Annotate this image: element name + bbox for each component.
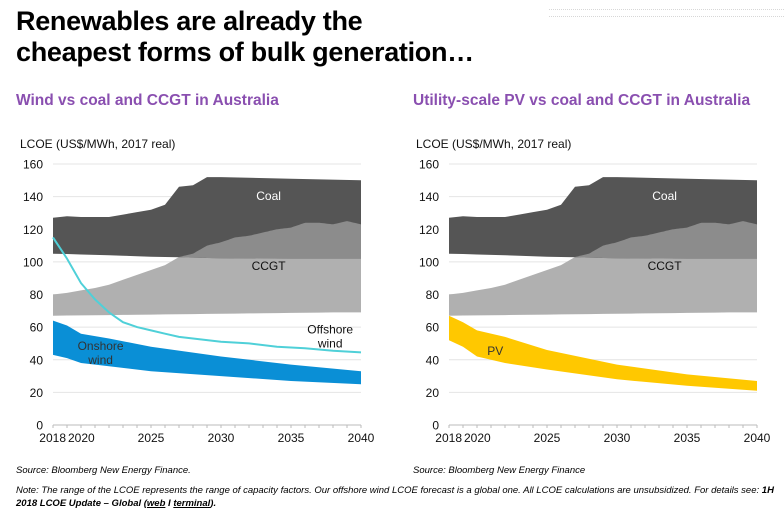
link-web[interactable]: web <box>146 498 166 509</box>
page-title-line1: Renewables are already the <box>16 6 363 36</box>
link-terminal[interactable]: terminal <box>173 498 211 509</box>
page-title-line2: cheapest forms of bulk generation… <box>16 37 474 67</box>
decorative-dotted-rule <box>549 9 784 17</box>
footnote: Note: The range of the LCOE represents t… <box>16 484 776 510</box>
y-axis-label: LCOE (US$/MWh, 2017 real) <box>416 137 571 151</box>
x-tick-label: 2040 <box>348 431 375 445</box>
x-tick-label: 2040 <box>744 431 771 445</box>
offshore-wind-series-label: Offshore wind <box>307 323 353 351</box>
y-tick-label: 0 <box>432 419 439 433</box>
onshore-wind-range-area <box>53 320 361 385</box>
x-tick-label: 2030 <box>604 431 631 445</box>
coal-ccgt-overlap-area <box>575 221 757 259</box>
source-right: Source: Bloomberg New Energy Finance <box>413 465 586 476</box>
x-tick-label: 2018 <box>435 431 462 445</box>
y-tick-label: 140 <box>419 190 439 204</box>
y-tick-label: 160 <box>23 158 43 172</box>
y-tick-label: 80 <box>426 288 440 302</box>
y-tick-label: 0 <box>36 419 43 433</box>
y-axis-label: LCOE (US$/MWh, 2017 real) <box>20 137 175 151</box>
x-tick-label: 2035 <box>278 431 305 445</box>
x-tick-label: 2025 <box>534 431 561 445</box>
y-tick-label: 60 <box>30 321 44 335</box>
chart-left-wind: LCOE (US$/MWh, 2017 real)020406080100120… <box>20 137 375 445</box>
y-tick-label: 20 <box>426 386 440 400</box>
ccgt-series-label: CCGT <box>252 259 287 273</box>
page-title: Renewables are already the cheapest form… <box>16 6 474 68</box>
x-tick-label: 2020 <box>464 431 491 445</box>
x-tick-label: 2030 <box>208 431 235 445</box>
x-tick-label: 2018 <box>39 431 66 445</box>
chart-right-title: Utility-scale PV vs coal and CCGT in Aus… <box>413 92 751 109</box>
onshore-wind-series-label: Onshore wind <box>78 339 124 367</box>
coal-ccgt-overlap-area <box>179 221 361 259</box>
source-left: Source: Bloomberg New Energy Finance. <box>16 465 191 476</box>
coal-series-label: Coal <box>256 189 281 203</box>
y-tick-label: 60 <box>426 321 440 335</box>
footnote-report: 1H 2018 LCOE Update – Global ( <box>16 485 774 509</box>
y-tick-label: 80 <box>30 288 44 302</box>
y-tick-label: 120 <box>419 223 439 237</box>
chart-right-pv: LCOE (US$/MWh, 2017 real)020406080100120… <box>416 137 771 445</box>
x-tick-label: 2025 <box>138 431 165 445</box>
y-tick-label: 120 <box>23 223 43 237</box>
x-tick-label: 2035 <box>674 431 701 445</box>
y-tick-label: 20 <box>30 386 44 400</box>
offshore-wind-line <box>52 236 362 354</box>
footnote-end: ). <box>210 498 217 509</box>
x-tick-label: 2020 <box>68 431 95 445</box>
ccgt-series-label: CCGT <box>648 259 683 273</box>
pv-series-label: PV <box>487 344 503 358</box>
y-tick-label: 140 <box>23 190 43 204</box>
footnote-separator: I <box>165 498 174 509</box>
footnote-text: Note: The range of the LCOE represents t… <box>16 485 762 496</box>
y-tick-label: 40 <box>426 353 440 367</box>
y-tick-label: 100 <box>23 255 43 269</box>
y-tick-label: 160 <box>419 158 439 172</box>
y-tick-label: 100 <box>419 255 439 269</box>
coal-series-label: Coal <box>652 189 677 203</box>
pv-range-area <box>449 315 757 391</box>
y-tick-label: 40 <box>30 353 44 367</box>
chart-left-title: Wind vs coal and CCGT in Australia <box>16 92 279 109</box>
